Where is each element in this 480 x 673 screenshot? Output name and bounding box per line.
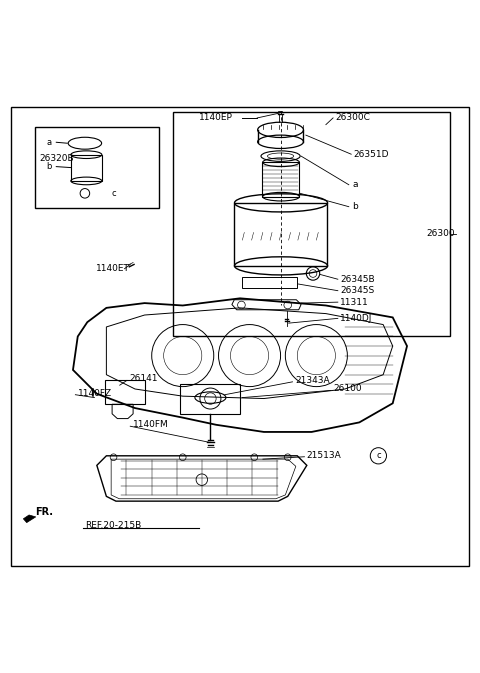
Text: c: c [376,452,381,460]
Text: 26345B: 26345B [340,275,375,284]
Text: 26345S: 26345S [340,286,374,295]
Bar [234,203,327,266]
Text: 11311: 11311 [340,297,369,307]
Text: b: b [352,202,358,211]
Text: 26351D: 26351D [354,149,389,159]
Text: 21343A: 21343A [295,376,329,385]
Text: 1140FM: 1140FM [132,420,168,429]
Text: a: a [352,180,358,189]
Text: 1140DJ: 1140DJ [340,314,372,323]
Text: 21513A: 21513A [307,452,342,460]
Text: 26100: 26100 [333,384,362,394]
Bar [180,384,240,414]
Bar [106,380,144,404]
Text: b: b [47,162,52,171]
Text: a: a [47,138,52,147]
Bar [35,127,159,208]
Circle shape [370,448,386,464]
Text: 26141: 26141 [129,374,158,383]
Text: FR.: FR. [35,507,53,517]
Bar [263,162,299,197]
Text: 26300: 26300 [426,229,455,238]
Text: 26320B: 26320B [39,155,74,164]
Text: REF.20-215B: REF.20-215B [85,520,141,530]
Text: c: c [111,189,116,198]
Bar [242,277,297,288]
Text: 1140FZ: 1140FZ [78,389,112,398]
Text: 1140EP: 1140EP [199,114,233,122]
Bar [71,155,102,181]
Text: 26300C: 26300C [336,114,370,122]
Polygon shape [24,515,36,523]
Text: 1140ET: 1140ET [96,264,130,273]
Bar [173,112,450,336]
